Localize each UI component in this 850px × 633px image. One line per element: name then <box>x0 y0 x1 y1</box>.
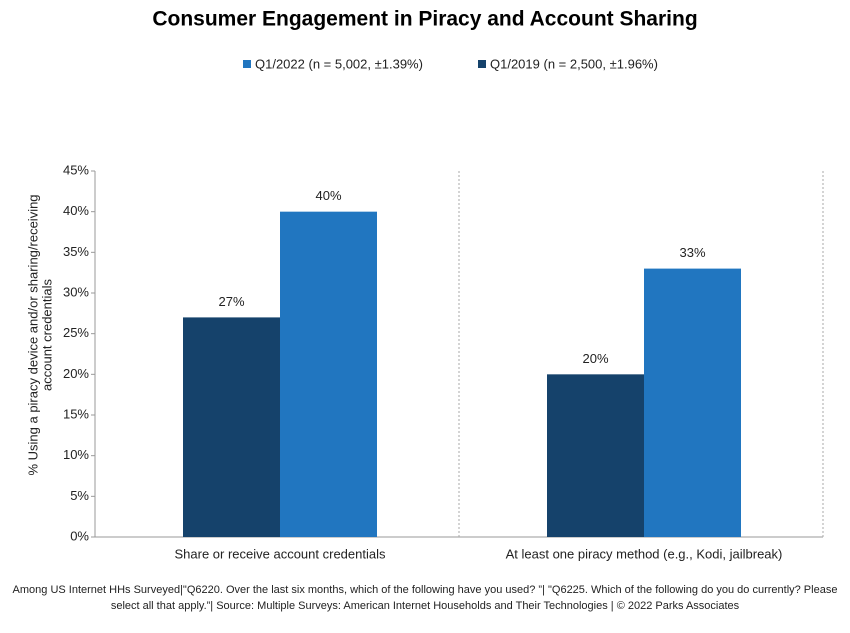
data-label: 33% <box>679 245 705 260</box>
y-tick-label: 30% <box>63 284 89 299</box>
y-tick-label: 0% <box>70 528 89 543</box>
y-tick-label: 15% <box>63 406 89 421</box>
data-label: 27% <box>218 294 244 309</box>
chart-title: Consumer Engagement in Piracy and Accoun… <box>152 8 697 31</box>
bar <box>183 317 280 537</box>
bar <box>280 211 377 537</box>
x-tick-label: Share or receive account credentials <box>174 546 386 561</box>
bar <box>547 374 644 537</box>
y-tick-label: 40% <box>63 203 89 218</box>
data-label: 40% <box>315 188 341 203</box>
y-tick-label: 20% <box>63 366 89 381</box>
footnote: Among US Internet HHs Surveyed|"Q6220. O… <box>12 584 838 612</box>
y-tick-label: 10% <box>63 447 89 462</box>
legend-swatch <box>478 60 486 68</box>
y-tick-label: 35% <box>63 244 89 259</box>
y-tick-label: 5% <box>70 488 89 503</box>
legend-swatch <box>243 60 251 68</box>
data-label: 20% <box>582 351 608 366</box>
y-axis-label: account credentials <box>39 278 54 391</box>
legend-label: Q1/2019 (n = 2,500, ±1.96%) <box>490 56 658 71</box>
chart: Consumer Engagement in Piracy and Accoun… <box>25 8 824 561</box>
y-axis-label: % Using a piracy device and/or sharing/r… <box>25 194 40 475</box>
legend-label: Q1/2022 (n = 5,002, ±1.39%) <box>255 56 423 71</box>
y-tick-label: 45% <box>63 162 89 177</box>
y-tick-label: 25% <box>63 325 89 340</box>
x-tick-label: At least one piracy method (e.g., Kodi, … <box>506 546 783 561</box>
bar <box>644 268 741 537</box>
